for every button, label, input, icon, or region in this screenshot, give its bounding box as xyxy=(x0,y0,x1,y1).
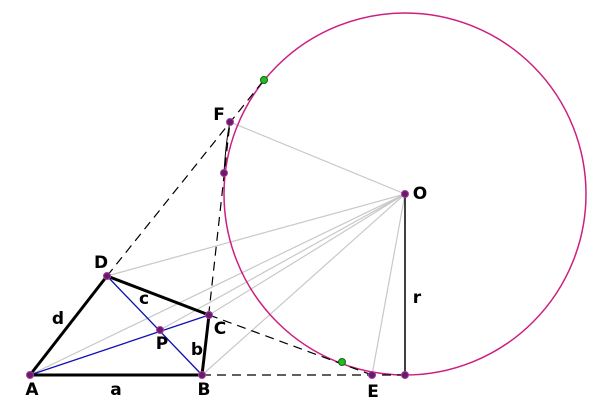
point-label: F xyxy=(213,105,225,125)
segment-label: b xyxy=(191,340,203,360)
dashed-lines xyxy=(106,79,405,376)
segment-label: d xyxy=(52,309,64,329)
point xyxy=(198,371,206,379)
dashed-df xyxy=(106,79,265,277)
line-of xyxy=(229,121,406,195)
dashed-bf xyxy=(201,121,231,376)
point xyxy=(220,169,228,177)
points xyxy=(26,76,409,379)
tangent-point xyxy=(260,76,268,84)
segment-label: a xyxy=(110,380,121,400)
point-label: O xyxy=(413,184,427,204)
tangent-point xyxy=(338,358,346,366)
point-label: E xyxy=(367,382,379,402)
point-label: P xyxy=(156,334,168,354)
point xyxy=(205,311,213,319)
labels: A B C D P E F O a b c d r xyxy=(25,105,427,402)
diagonal-bd xyxy=(106,275,203,376)
segment-label: r xyxy=(413,288,422,308)
diagonal-ac xyxy=(29,314,210,376)
point xyxy=(401,371,409,379)
point-label: A xyxy=(25,380,39,400)
point xyxy=(103,272,111,280)
point xyxy=(156,326,164,334)
line-od xyxy=(106,193,406,277)
line-oe xyxy=(371,193,406,376)
point xyxy=(226,118,234,126)
point-label: D xyxy=(94,253,108,273)
line-ob xyxy=(201,193,406,376)
point xyxy=(368,371,376,379)
line-oa xyxy=(29,193,406,376)
construction-lines xyxy=(29,121,406,376)
point-label: C xyxy=(214,319,226,339)
segment-label: c xyxy=(139,289,149,309)
line-op xyxy=(159,193,406,331)
line-oc xyxy=(208,193,406,316)
point-label: B xyxy=(198,380,211,400)
point xyxy=(401,190,409,198)
point xyxy=(26,371,34,379)
